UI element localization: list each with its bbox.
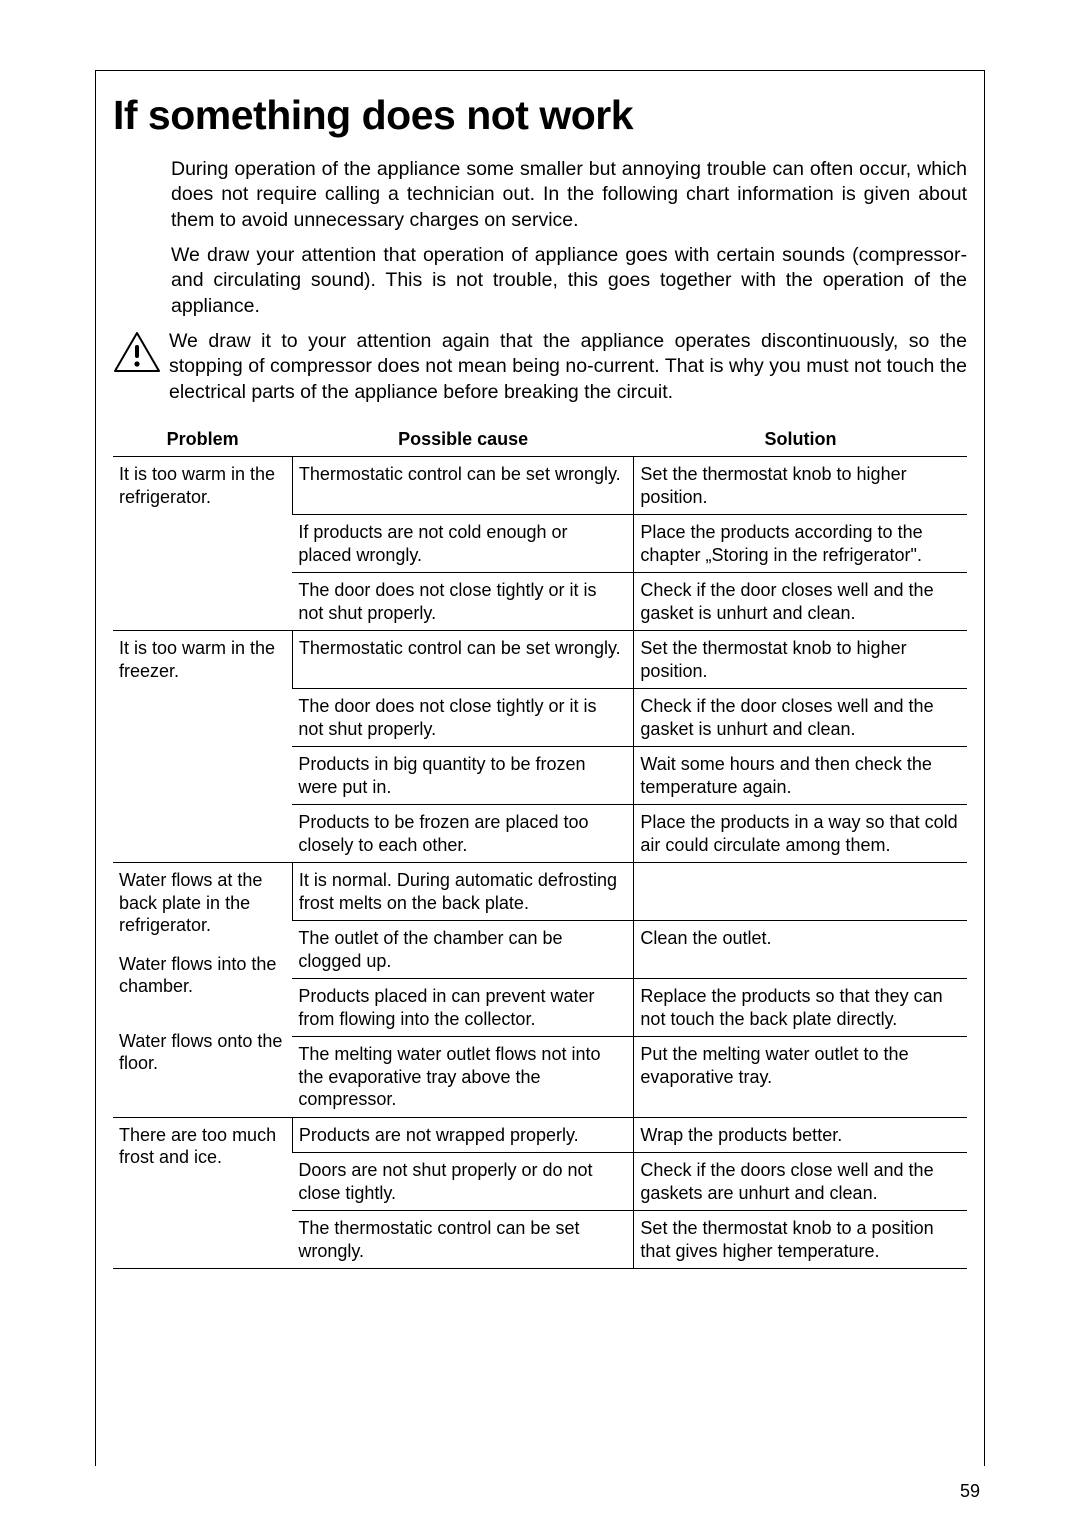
table-row: Water flows at the back plate in the ref… (113, 863, 967, 921)
cause-cell: Products are not wrapped properly. (292, 1117, 634, 1153)
solution-cell: Check if the doors close well and the ga… (634, 1153, 967, 1211)
solution-cell: Wait some hours and then check the tempe… (634, 747, 967, 805)
solution-cell: Check if the door closes well and the ga… (634, 689, 967, 747)
table-row: It is too warm in the refrigerator. Ther… (113, 457, 967, 515)
cause-cell: If products are not cold enough or place… (292, 515, 634, 573)
cause-cell: It is normal. During automatic defrostin… (292, 863, 634, 921)
table-header-problem: Problem (113, 423, 292, 457)
problem-cell: There are too much frost and ice. (113, 1117, 292, 1269)
solution-cell: Clean the outlet. (634, 921, 967, 979)
problem-cell: It is too warm in the freezer. (113, 631, 292, 863)
solution-cell: Place the products in a way so that cold… (634, 805, 967, 863)
cause-cell: The outlet of the chamber can be clogged… (292, 921, 634, 979)
cause-cell: The melting water outlet flows not into … (292, 1037, 634, 1118)
solution-cell (634, 863, 967, 921)
solution-cell: Replace the products so that they can no… (634, 979, 967, 1037)
intro-paragraph-2: We draw your attention that operation of… (171, 243, 967, 319)
problem-cell: It is too warm in the refrigerator. (113, 457, 292, 631)
solution-cell: Check if the door closes well and the ga… (634, 573, 967, 631)
cause-cell: The thermostatic control can be set wron… (292, 1211, 634, 1269)
warning-icon (113, 331, 161, 375)
solution-cell: Place the products according to the chap… (634, 515, 967, 573)
problem-line: Water flows into the chamber. (119, 953, 284, 998)
troubleshooting-table: Problem Possible cause Solution It is to… (113, 423, 967, 1269)
cause-cell: The door does not close tightly or it is… (292, 573, 634, 631)
solution-cell: Set the thermostat knob to a position th… (634, 1211, 967, 1269)
solution-cell: Put the melting water outlet to the evap… (634, 1037, 967, 1118)
table-header-solution: Solution (634, 423, 967, 457)
cause-cell: Thermostatic control can be set wrongly. (292, 631, 634, 689)
warning-paragraph: We draw it to your attention again that … (169, 329, 967, 405)
solution-cell: Set the thermostat knob to higher positi… (634, 631, 967, 689)
table-row: It is too warm in the freezer. Thermosta… (113, 631, 967, 689)
cause-cell: Doors are not shut properly or do not cl… (292, 1153, 634, 1211)
cause-cell: Products placed in can prevent water fro… (292, 979, 634, 1037)
solution-cell: Wrap the products better. (634, 1117, 967, 1153)
intro-paragraph-1: During operation of the appliance some s… (171, 157, 967, 233)
table-header-cause: Possible cause (292, 423, 634, 457)
cause-cell: Products in big quantity to be frozen we… (292, 747, 634, 805)
cause-cell: Products to be frozen are placed too clo… (292, 805, 634, 863)
page-title: If something does not work (113, 92, 967, 139)
problem-line: Water flows at the back plate in the ref… (119, 869, 284, 937)
problem-cell: Water flows at the back plate in the ref… (113, 863, 292, 1118)
solution-cell: Set the thermostat knob to higher positi… (634, 457, 967, 515)
page-number: 59 (960, 1481, 980, 1502)
problem-line: Water flows onto the floor. (119, 1030, 284, 1075)
cause-cell: Thermostatic control can be set wrongly. (292, 457, 634, 515)
cause-cell: The door does not close tightly or it is… (292, 689, 634, 747)
table-row: There are too much frost and ice. Produc… (113, 1117, 967, 1153)
